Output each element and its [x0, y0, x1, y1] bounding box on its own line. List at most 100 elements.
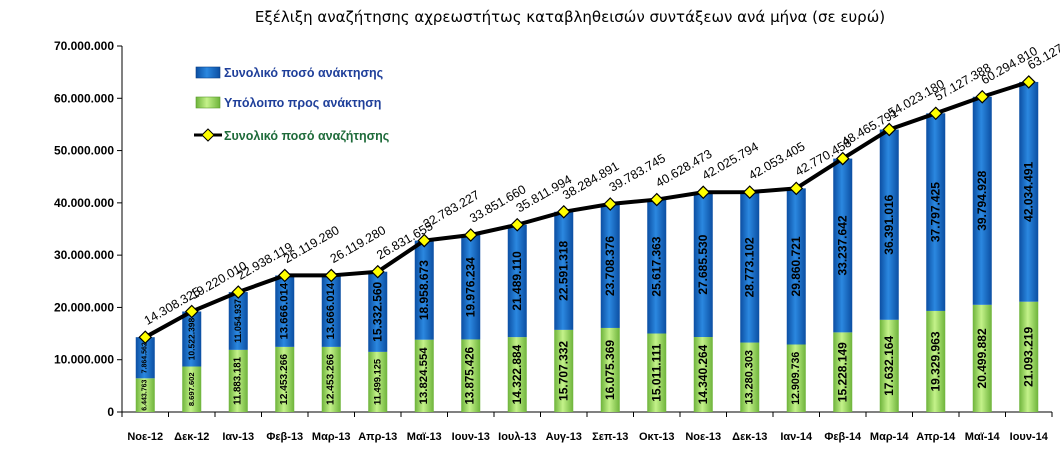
- data-label-remaining: 17.632.164: [882, 336, 896, 396]
- data-label-recovered: 29.860.721: [789, 236, 803, 296]
- bar-recovered: [693, 192, 713, 338]
- bar-remaining: [740, 342, 760, 412]
- bar-recovered: [1019, 81, 1039, 302]
- data-label-recovered: 13.666.014: [279, 282, 291, 339]
- bar-remaining: [647, 333, 667, 412]
- line-marker: [603, 197, 618, 211]
- data-label-recovered: 39.794.928: [975, 170, 989, 230]
- bar-remaining: [275, 346, 295, 412]
- y-tick-label: 10.000.000: [54, 353, 114, 367]
- data-label-remaining: 14.340.264: [696, 344, 710, 404]
- x-tick-label: Μαϊ-13: [407, 431, 442, 443]
- bar-remaining: [461, 339, 481, 412]
- data-label-remaining: 13.875.426: [465, 347, 477, 405]
- bar-remaining: [926, 310, 946, 412]
- data-label-remaining: 21.093.219: [1022, 327, 1036, 387]
- data-label-remaining: 12.453.266: [279, 354, 290, 405]
- y-tick-label: 20.000.000: [54, 300, 114, 314]
- data-label-remaining: 13.824.554: [418, 347, 430, 405]
- bar-remaining: [786, 344, 806, 412]
- line-marker: [975, 89, 990, 104]
- bar-remaining: [972, 304, 992, 412]
- x-tick-label: Απρ-13: [358, 431, 397, 443]
- x-tick-label: Ιαν-14: [780, 431, 813, 443]
- x-tick-label: Νοε-12: [127, 431, 163, 443]
- bar-recovered: [461, 235, 481, 340]
- y-tick-label: 40.000.000: [54, 196, 114, 210]
- x-tick-label: Απρ-14: [916, 431, 956, 443]
- data-label-remaining: 15.707.332: [557, 341, 571, 401]
- bar-remaining: [135, 378, 155, 412]
- bar-recovered: [368, 271, 388, 352]
- line-marker: [696, 185, 711, 200]
- legend-marker-total: [201, 128, 215, 142]
- data-label-recovered: 10.522.398: [187, 317, 197, 360]
- y-tick-label: 50.000.000: [54, 144, 114, 158]
- x-tick-label: Οκτ-13: [639, 431, 675, 443]
- bar-recovered: [972, 96, 992, 305]
- x-tick-label: Μαρ-14: [870, 431, 910, 443]
- data-label-recovered: 13.666.014: [325, 282, 337, 339]
- line-marker: [417, 233, 432, 248]
- line-marker: [324, 268, 339, 283]
- data-label-recovered: 19.976.234: [464, 257, 478, 317]
- bar-remaining: [554, 329, 574, 412]
- data-label-remaining: 19.329.963: [929, 331, 943, 391]
- bar-recovered: [182, 311, 202, 367]
- data-label-remaining: 12.909.736: [790, 352, 802, 405]
- x-tick-label: Φεβ-13: [266, 431, 303, 443]
- chart-title: Εξέλιξη αναζήτησης αχρεωστήτως καταβληθε…: [255, 8, 885, 26]
- bar-recovered: [786, 188, 806, 345]
- line-marker: [556, 204, 571, 219]
- data-label-remaining: 15.228.149: [836, 342, 850, 402]
- data-label-remaining: 11.499.125: [373, 359, 383, 405]
- line-marker: [184, 304, 199, 319]
- x-tick-label: Ιουν-14: [1010, 431, 1049, 443]
- legend-label-total: Συνολικό ποσό αναζήτησης: [224, 129, 389, 143]
- data-label-recovered: 15.332.560: [371, 281, 385, 341]
- bar-recovered: [879, 129, 899, 320]
- line-marker: [789, 181, 804, 196]
- data-label-recovered: 33.237.642: [836, 215, 850, 275]
- bar-recovered: [740, 192, 760, 343]
- bar-recovered: [275, 275, 295, 347]
- line-marker: [463, 228, 478, 242]
- x-tick-label: Ιουλ-13: [498, 431, 536, 443]
- bar-remaining: [507, 337, 527, 412]
- legend: Συνολικό ποσό ανάκτησης Υπόλοιπο προς ανά…: [194, 66, 389, 143]
- data-label-recovered: 28.773.102: [743, 237, 757, 297]
- line-marker: [231, 285, 246, 299]
- data-label-remaining: 16.075.369: [603, 340, 617, 400]
- y-tick-label: 70.000.000: [54, 39, 114, 53]
- x-tick-label: Δεκ-13: [732, 431, 767, 443]
- x-tick-label: Μαϊ-14: [965, 431, 1001, 443]
- x-tick-label: Ιαν-13: [222, 431, 254, 443]
- legend-swatch-recovered: [195, 66, 221, 79]
- legend-label-remaining: Υπόλοιπο προς ανάκτηση: [224, 96, 381, 110]
- x-tick-label: Νοε-13: [685, 431, 721, 443]
- line-marker: [882, 122, 897, 137]
- bar-remaining: [368, 351, 388, 412]
- y-tick-label: 30.000.000: [54, 248, 114, 262]
- bar-remaining: [1019, 301, 1039, 412]
- bar-recovered: [414, 240, 434, 340]
- x-tick-label: Αυγ-13: [546, 431, 582, 443]
- data-label-recovered: 22.591.318: [557, 240, 571, 300]
- data-label-recovered: 23.708.376: [603, 236, 617, 296]
- data-label-remaining: 12.453.266: [326, 354, 337, 405]
- data-label-recovered: 37.797.425: [929, 182, 943, 242]
- data-label-recovered: 18.958.673: [417, 260, 431, 320]
- bar-recovered: [833, 158, 853, 333]
- line-marker: [277, 268, 292, 283]
- bar-recovered: [647, 199, 667, 334]
- line-marker: [928, 106, 943, 121]
- data-label-remaining: 11.883.181: [233, 356, 244, 405]
- bar-remaining: [879, 319, 899, 412]
- data-label-remaining: 14.322.884: [510, 344, 524, 404]
- bar-recovered: [554, 211, 574, 330]
- bar-remaining: [228, 349, 248, 412]
- line-marker: [138, 330, 153, 345]
- bar-remaining: [833, 332, 853, 412]
- data-label-recovered: 11.054.937: [233, 299, 243, 343]
